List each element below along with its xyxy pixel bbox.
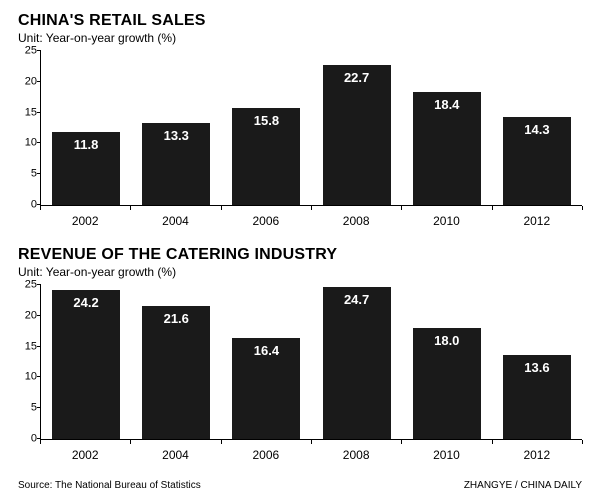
x-tick-label: 2012: [492, 214, 582, 228]
bar-slot: 11.8: [41, 51, 131, 205]
bar-slot: 18.0: [402, 285, 492, 439]
y-tick-label: 10: [19, 372, 37, 383]
bar-slot: 24.2: [41, 285, 131, 439]
x-tick-row: [40, 440, 582, 444]
x-tick-mark: [130, 440, 131, 444]
y-tick-label: 0: [19, 200, 37, 211]
x-tick-mark: [492, 206, 493, 210]
x-tick-mark: [221, 440, 222, 444]
bar: 18.0: [413, 328, 481, 439]
y-tick-label: 0: [19, 434, 37, 445]
bar: 21.6: [142, 306, 210, 439]
bar: 13.3: [142, 123, 210, 205]
bar: 16.4: [232, 338, 300, 439]
y-tick-label: 20: [19, 76, 37, 87]
x-tick-mark: [221, 206, 222, 210]
x-tick-label: 2004: [130, 448, 220, 462]
bar-slot: 14.3: [492, 51, 582, 205]
bar: 13.6: [503, 355, 571, 439]
bar-slot: 13.6: [492, 285, 582, 439]
chart-block-0: CHINA'S RETAIL SALESUnit: Year-on-year g…: [18, 12, 582, 228]
chart-plot-area: 051015202524.221.616.424.718.013.6: [40, 285, 582, 440]
x-tick-mark: [582, 440, 583, 444]
x-tick-label: 2002: [40, 448, 130, 462]
bar-value-label: 18.4: [413, 97, 481, 112]
y-tick-label: 25: [19, 46, 37, 57]
x-tick-label: 2006: [221, 448, 311, 462]
x-tick-mark: [311, 440, 312, 444]
y-tick-label: 5: [19, 169, 37, 180]
chart-title: REVENUE OF THE CATERING INDUSTRY: [18, 246, 582, 264]
bar-slot: 21.6: [131, 285, 221, 439]
bar-value-label: 16.4: [232, 343, 300, 358]
chart-title: CHINA'S RETAIL SALES: [18, 12, 582, 30]
x-tick-mark: [311, 206, 312, 210]
bar-slot: 22.7: [312, 51, 402, 205]
x-tick-label: 2008: [311, 214, 401, 228]
bar-value-label: 18.0: [413, 333, 481, 348]
y-tick-label: 25: [19, 280, 37, 291]
bar: 24.7: [323, 287, 391, 439]
y-tick-label: 20: [19, 310, 37, 321]
x-tick-label: 2006: [221, 214, 311, 228]
bar-slot: 16.4: [221, 285, 311, 439]
x-tick-row: [40, 206, 582, 210]
footer-source: Source: The National Bureau of Statistic…: [18, 480, 201, 491]
bar: 24.2: [52, 290, 120, 439]
x-tick-label: 2010: [401, 214, 491, 228]
x-tick-mark: [401, 440, 402, 444]
bar-value-label: 24.7: [323, 292, 391, 307]
chart-plot-area: 051015202511.813.315.822.718.414.3: [40, 51, 582, 206]
bar-slot: 18.4: [402, 51, 492, 205]
chart-subtitle: Unit: Year-on-year growth (%): [18, 265, 582, 279]
bars-container: 24.2 21.6 16.4 24.7 18.0 13.6: [41, 285, 582, 439]
footer-credit: ZHANGYE / CHINA DAILY: [464, 480, 582, 491]
footer: Source: The National Bureau of Statistic…: [18, 480, 582, 491]
bar-slot: 13.3: [131, 51, 221, 205]
x-tick-mark: [401, 206, 402, 210]
bar-slot: 15.8: [221, 51, 311, 205]
x-labels-row: 200220042006200820102012: [40, 214, 582, 228]
x-tick-label: 2012: [492, 448, 582, 462]
y-tick-label: 15: [19, 107, 37, 118]
bar-value-label: 14.3: [503, 122, 571, 137]
bar-value-label: 13.3: [142, 128, 210, 143]
bar: 14.3: [503, 117, 571, 205]
x-tick-label: 2008: [311, 448, 401, 462]
x-tick-mark: [582, 206, 583, 210]
bar-value-label: 21.6: [142, 311, 210, 326]
bar-value-label: 13.6: [503, 360, 571, 375]
chart-block-1: REVENUE OF THE CATERING INDUSTRYUnit: Ye…: [18, 246, 582, 462]
y-tick-label: 15: [19, 341, 37, 352]
x-tick-label: 2002: [40, 214, 130, 228]
x-tick-mark: [40, 206, 41, 210]
bar: 18.4: [413, 92, 481, 205]
x-tick-mark: [40, 440, 41, 444]
x-tick-mark: [492, 440, 493, 444]
x-tick-label: 2010: [401, 448, 491, 462]
x-tick-mark: [130, 206, 131, 210]
x-tick-label: 2004: [130, 214, 220, 228]
bar: 11.8: [52, 132, 120, 205]
y-tick-label: 10: [19, 138, 37, 149]
chart-subtitle: Unit: Year-on-year growth (%): [18, 31, 582, 45]
y-tick-label: 5: [19, 403, 37, 414]
bar-slot: 24.7: [312, 285, 402, 439]
bar-value-label: 24.2: [52, 295, 120, 310]
x-labels-row: 200220042006200820102012: [40, 448, 582, 462]
bar-value-label: 15.8: [232, 113, 300, 128]
bar-value-label: 22.7: [323, 70, 391, 85]
bars-container: 11.8 13.3 15.8 22.7 18.4 14.3: [41, 51, 582, 205]
bar: 15.8: [232, 108, 300, 205]
bar: 22.7: [323, 65, 391, 205]
bar-value-label: 11.8: [52, 137, 120, 152]
